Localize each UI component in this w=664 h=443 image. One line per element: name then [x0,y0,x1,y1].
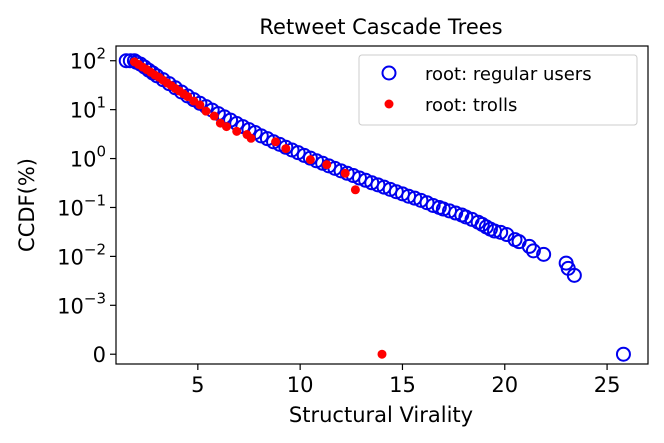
data-point [615,346,631,362]
data-point [271,137,281,147]
data-point [322,160,332,170]
data-point [350,185,360,195]
y-tick-label: 10−1 [57,191,106,220]
x-tick-label: 5 [191,373,204,397]
y-tick-label: 101 [70,94,106,123]
series-trolls [129,57,387,359]
plot-frame [115,45,649,365]
data-point [232,126,242,136]
legend-marker-trolls [384,99,394,109]
series-layer [118,53,631,362]
legend-marker-regular-users [381,65,397,81]
data-point [425,197,441,213]
data-point [281,144,291,154]
legend-box [358,54,638,126]
data-point [566,267,582,283]
x-tick-label: 10 [287,373,314,397]
x-tick-label: 20 [491,373,518,397]
data-point [209,111,219,121]
y-tick-label: 102 [70,45,106,74]
data-point [246,133,256,143]
plot-area [115,45,649,365]
y-tick-label: 0 [93,343,106,367]
data-point [448,205,464,221]
x-tick-label: 25 [594,373,621,397]
data-point [221,122,231,132]
data-point [340,168,350,178]
y-tick-label: 10−3 [57,289,106,318]
data-point [201,106,211,116]
data-point [493,224,509,240]
y-tick-label: 100 [70,143,106,172]
x-axis-title: Structural Virality [289,403,473,427]
x-tick-label: 15 [389,373,416,397]
data-point [305,155,315,165]
x-axis-ticks: 5 10 15 20 25 [191,364,620,397]
y-tick-label: 10−2 [57,240,106,269]
data-point [377,349,387,359]
legend-label-trolls: root: trolls [425,95,517,116]
data-point [521,238,537,254]
legend: root: regular users root: trolls [358,54,638,126]
data-point [499,227,515,243]
data-point [525,243,541,259]
chart-title: Retweet Cascade Trees [259,15,502,39]
data-point [536,246,552,262]
y-axis-title: CCDF(%) [15,158,39,252]
y-axis-ticks: 102 101 100 10−1 10−2 10−3 0 [57,45,116,367]
legend-label-regular-users: root: regular users [425,64,592,85]
data-point [195,100,205,110]
